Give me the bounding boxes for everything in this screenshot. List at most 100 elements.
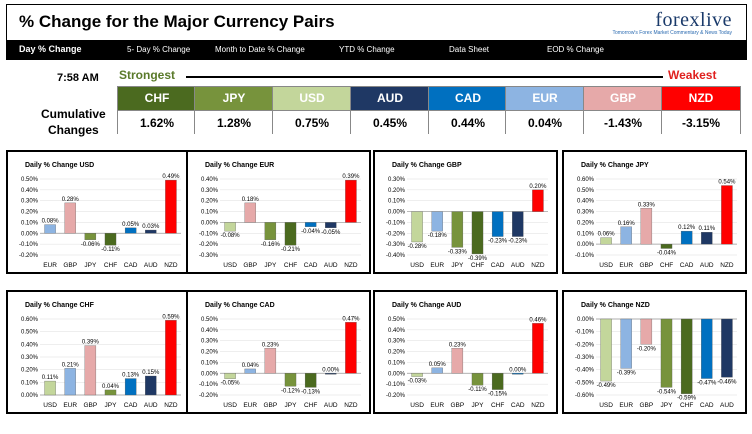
x-tick-label: GBP [263, 402, 277, 409]
nav-5day-change[interactable]: 5- Day % Change [127, 45, 191, 54]
y-tick-label: 0.20% [388, 350, 406, 356]
chart-eur: Daily % Change EUR 0.40% 0.30% 0.20% 0.10% 0.… [186, 150, 371, 274]
data-label: -0.33% [448, 249, 468, 255]
bar-nzd [345, 179, 357, 223]
x-tick-label: JPY [472, 402, 485, 409]
y-tick-label: 0.10% [21, 220, 39, 226]
y-tick-label: 0.20% [388, 188, 406, 194]
chart-gbp: Daily % Change GBP 0.30% 0.20% 0.10% 0.00% -0… [373, 150, 558, 274]
currency-code: USD [273, 87, 351, 110]
bar-usd [44, 380, 56, 396]
data-label: -0.23% [488, 239, 508, 245]
x-tick-label: EUR [43, 262, 57, 269]
y-tick-label: 0.10% [388, 199, 406, 205]
y-tick-label: 0.00% [388, 371, 406, 377]
bar-jpy [660, 318, 673, 388]
y-tick-label: -0.30% [386, 242, 406, 248]
cumulative-changes-label: Cumulative Changes [41, 107, 106, 137]
chart-svg: Daily % Change JPY 0.60% 0.50% 0.40% 0.30% 0.… [575, 162, 737, 269]
x-tick-label: CAD [680, 262, 694, 269]
x-tick-label: USD [43, 402, 57, 409]
bar-gbp [451, 348, 464, 374]
x-tick-label: NZD [164, 402, 178, 409]
data-label: 0.46% [529, 317, 547, 323]
data-label: 0.33% [638, 202, 656, 208]
nav-month-to-date[interactable]: Month to Date % Change [215, 45, 305, 54]
bar-chf [304, 373, 317, 388]
chart-chf: Daily % Change CHF 0.60% 0.50% 0.40% 0.30% 0.… [6, 290, 191, 414]
y-tick-label: -0.20% [199, 242, 219, 248]
chart-svg: Daily % Change CHF 0.60% 0.50% 0.40% 0.30% 0.… [21, 302, 181, 409]
bar-cad [680, 230, 693, 245]
bar-usd [224, 373, 236, 379]
data-label: -0.04% [657, 250, 677, 256]
x-tick-label: GBP [243, 262, 257, 269]
bar-nzd [165, 320, 177, 396]
strength-range-line [186, 76, 663, 78]
bar-usd [600, 237, 612, 245]
data-label: 0.06% [598, 232, 616, 238]
data-label: 0.20% [529, 184, 547, 190]
currency-cumulative-value: 0.44% [429, 110, 507, 134]
bar-cad [124, 227, 137, 234]
data-label: -0.47% [697, 381, 717, 387]
x-tick-label: AUD [700, 262, 714, 269]
y-tick-label: 0.00% [201, 220, 219, 226]
chart-svg: Daily % Change AUD 0.50% 0.40% 0.30% 0.20% 0.… [386, 302, 548, 409]
chart-svg: Daily % Change CAD 0.50% 0.40% 0.30% 0.20% 0.… [199, 302, 361, 409]
x-tick-label: EUR [619, 262, 633, 269]
data-label: -0.05% [321, 230, 341, 236]
bar-usd [600, 318, 612, 382]
data-label: -0.04% [301, 229, 321, 235]
currency-code: EUR [506, 87, 584, 110]
x-tick-label: GBP [639, 262, 653, 269]
x-tick-label: EUR [63, 402, 77, 409]
currency-box-eur: EUR 0.04% [505, 86, 585, 134]
currency-box-gbp: GBP -1.43% [583, 86, 663, 134]
x-tick-label: EUR [430, 262, 444, 269]
data-label: -0.06% [81, 242, 101, 248]
y-tick-label: 0.50% [21, 177, 39, 183]
y-tick-label: -0.10% [386, 220, 406, 226]
currency-cumulative-value: -3.15% [662, 110, 740, 134]
x-tick-label: JPY [264, 262, 277, 269]
y-tick-label: 0.10% [201, 210, 219, 216]
x-tick-label: AUD [720, 402, 734, 409]
nav-data-sheet[interactable]: Data Sheet [449, 45, 490, 54]
y-tick-label: 0.00% [201, 371, 219, 377]
currency-code: CHF [118, 87, 196, 110]
bar-eur [620, 226, 632, 245]
nav-day-change[interactable]: Day % Change [19, 44, 82, 54]
y-tick-label: 0.10% [388, 360, 406, 366]
data-label: 0.49% [162, 174, 180, 180]
timestamp: 7:58 AM [57, 72, 99, 84]
currency-code: AUD [351, 87, 429, 110]
currency-code: JPY [195, 87, 273, 110]
bar-chf [471, 211, 484, 255]
x-tick-label: NZD [344, 262, 358, 269]
y-tick-label: 0.40% [388, 328, 406, 334]
chart-title: Daily % Change JPY [581, 162, 649, 169]
y-tick-label: -0.10% [199, 231, 219, 237]
chart-cad: Daily % Change CAD 0.50% 0.40% 0.30% 0.20% 0.… [186, 290, 371, 414]
x-tick-label: NZD [720, 262, 734, 269]
data-label: 0.11% [42, 375, 59, 381]
nav-eod-change[interactable]: EOD % Change [547, 45, 604, 54]
y-tick-label: 0.30% [577, 210, 595, 216]
bar-cad [491, 211, 504, 237]
x-tick-label: CHF [104, 262, 117, 269]
chart-title: Daily % Change AUD [392, 302, 461, 309]
x-tick-label: USD [599, 402, 613, 409]
currency-cumulative-value: -1.43% [584, 110, 662, 134]
nav-ytd-change[interactable]: YTD % Change [339, 45, 395, 54]
nav-bar: Day % Change 5- Day % Change Month to Da… [6, 40, 747, 60]
data-label: 0.16% [618, 221, 636, 227]
x-tick-label: EUR [430, 402, 444, 409]
x-tick-label: CHF [660, 262, 673, 269]
data-label: 0.18% [242, 197, 260, 203]
x-tick-label: CHF [680, 402, 693, 409]
bar-chf [491, 373, 504, 390]
chart-title: Daily % Change CAD [205, 302, 275, 309]
data-label: -0.03% [408, 379, 428, 385]
chart-svg: Daily % Change GBP 0.30% 0.20% 0.10% 0.00% -0… [386, 162, 548, 269]
